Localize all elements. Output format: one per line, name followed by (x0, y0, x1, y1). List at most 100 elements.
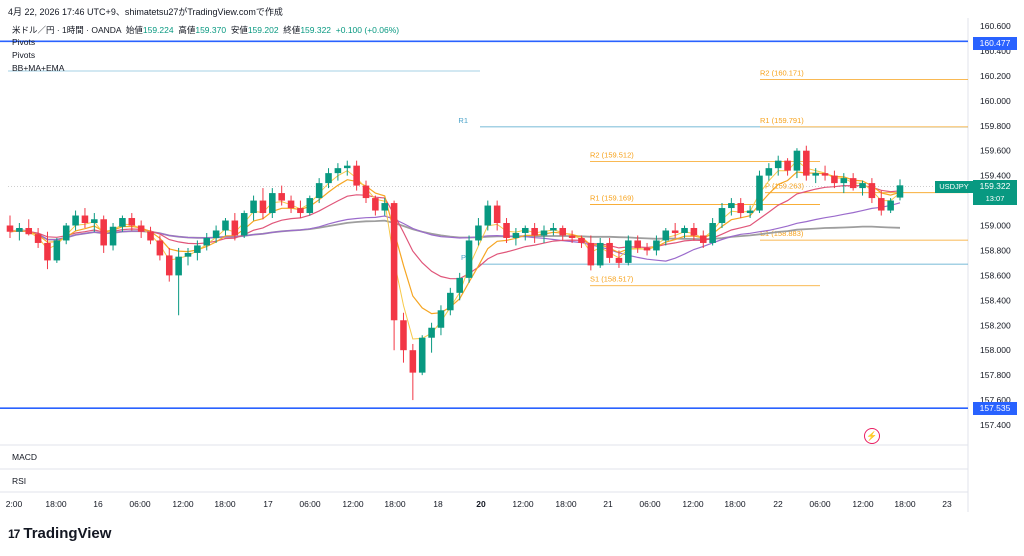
candle-body[interactable] (184, 252, 192, 257)
tradingview-logo[interactable]: 17 TradingView (8, 525, 111, 542)
candle-body[interactable] (194, 245, 201, 253)
indicator-bb-ma-ema[interactable]: BB+MA+EMA (12, 63, 65, 73)
candle-body[interactable] (568, 235, 576, 238)
candle-body[interactable] (306, 198, 314, 214)
candle-body[interactable] (784, 160, 791, 171)
candle-body[interactable] (325, 173, 332, 184)
candle-body[interactable] (803, 150, 810, 176)
candle-body[interactable] (550, 227, 557, 231)
candle-body[interactable] (559, 227, 567, 236)
candle-body[interactable] (887, 200, 894, 211)
candle-body[interactable] (287, 200, 295, 209)
candle-body[interactable] (315, 183, 323, 199)
candle-body[interactable] (596, 242, 604, 266)
candle-body[interactable] (212, 230, 220, 238)
candle-body[interactable] (578, 237, 585, 243)
candle-body[interactable] (699, 235, 707, 243)
candle-body[interactable] (606, 242, 613, 258)
candle-body[interactable] (409, 350, 417, 373)
candle-body[interactable] (418, 337, 426, 373)
candle-body[interactable] (390, 203, 398, 321)
rsi-pane-label[interactable]: RSI (12, 476, 27, 486)
flash-icon[interactable]: ⚡ (864, 428, 880, 444)
candle-body[interactable] (16, 227, 23, 232)
candle-body[interactable] (690, 227, 698, 236)
candle-body[interactable] (484, 205, 492, 226)
candle-body[interactable] (222, 220, 229, 231)
candle-body[interactable] (109, 226, 117, 246)
candle-body[interactable] (503, 223, 510, 238)
candle-body[interactable] (746, 210, 754, 214)
candle-body[interactable] (269, 193, 276, 214)
candle-body[interactable] (540, 230, 548, 236)
candle-body[interactable] (175, 256, 182, 276)
x-axis[interactable]: 2:00 18:00 16 06:00 12:00 18:00 17 06:00 12:00 18… (6, 499, 952, 509)
indicator-pivots-2[interactable]: Pivots (12, 50, 36, 60)
candle-body[interactable] (840, 178, 848, 184)
candle-body[interactable] (81, 215, 89, 224)
candle-body[interactable] (278, 193, 285, 201)
candle-body[interactable] (531, 227, 538, 236)
candle-body[interactable] (437, 310, 445, 328)
candle-body[interactable] (447, 292, 454, 311)
candle-body[interactable] (859, 183, 866, 189)
candle-body[interactable] (831, 175, 838, 184)
candle-body[interactable] (128, 218, 136, 226)
candle-body[interactable] (137, 225, 145, 232)
candle-body[interactable] (662, 230, 670, 241)
candle-body[interactable] (877, 198, 885, 211)
candle-body[interactable] (868, 183, 876, 199)
macd-pane-label[interactable]: MACD (12, 452, 38, 462)
candle-body[interactable] (53, 240, 61, 261)
candle-body[interactable] (849, 178, 857, 189)
candle-body[interactable] (493, 205, 501, 224)
candle-body[interactable] (6, 225, 14, 232)
candle-body[interactable] (671, 230, 679, 233)
horizontal-lines[interactable] (0, 40, 968, 409)
candle-body[interactable] (400, 320, 407, 351)
candle-body[interactable] (240, 213, 248, 236)
candles[interactable] (6, 145, 904, 401)
candle-body[interactable] (343, 165, 351, 169)
candle-body[interactable] (156, 240, 164, 256)
candle-body[interactable] (34, 234, 42, 243)
candle-body[interactable] (625, 240, 632, 263)
candle-body[interactable] (259, 200, 267, 214)
candle-body[interactable] (465, 240, 473, 278)
candle-body[interactable] (100, 219, 107, 246)
candle-body[interactable] (381, 203, 389, 211)
candle-body[interactable] (765, 168, 773, 176)
candle-body[interactable] (25, 227, 33, 235)
candle-body[interactable] (737, 203, 745, 214)
candle-body[interactable] (362, 185, 370, 199)
candle-body[interactable] (812, 173, 819, 176)
candle-body[interactable] (615, 257, 623, 263)
candle-body[interactable] (372, 198, 379, 211)
candle-body[interactable] (203, 237, 211, 246)
candle-body[interactable] (521, 227, 529, 233)
candle-body[interactable] (119, 218, 126, 227)
candle-body[interactable] (512, 232, 520, 238)
candle-body[interactable] (718, 208, 726, 224)
candle-body[interactable] (728, 203, 735, 209)
candle-body[interactable] (91, 219, 98, 224)
candle-body[interactable] (147, 231, 154, 241)
candle-body[interactable] (428, 327, 435, 338)
candle-body[interactable] (681, 227, 688, 233)
candle-body[interactable] (634, 240, 641, 248)
candle-body[interactable] (821, 173, 829, 176)
candle-body[interactable] (334, 168, 342, 174)
candle-body[interactable] (793, 150, 801, 171)
symbol-legend[interactable]: 米ドル／円 · 1時間 · OANDA 始値159.224 高値159.370 … (12, 24, 399, 36)
candle-body[interactable] (456, 277, 463, 293)
indicator-pivots-1[interactable]: Pivots (12, 37, 36, 47)
candle-body[interactable] (587, 242, 595, 266)
candle-body[interactable] (353, 165, 360, 186)
candle-body[interactable] (297, 208, 304, 214)
candle-body[interactable] (709, 223, 716, 243)
candle-body[interactable] (653, 240, 660, 251)
candle-body[interactable] (774, 160, 782, 169)
candle-body[interactable] (44, 242, 51, 261)
candle-body[interactable] (896, 185, 904, 198)
